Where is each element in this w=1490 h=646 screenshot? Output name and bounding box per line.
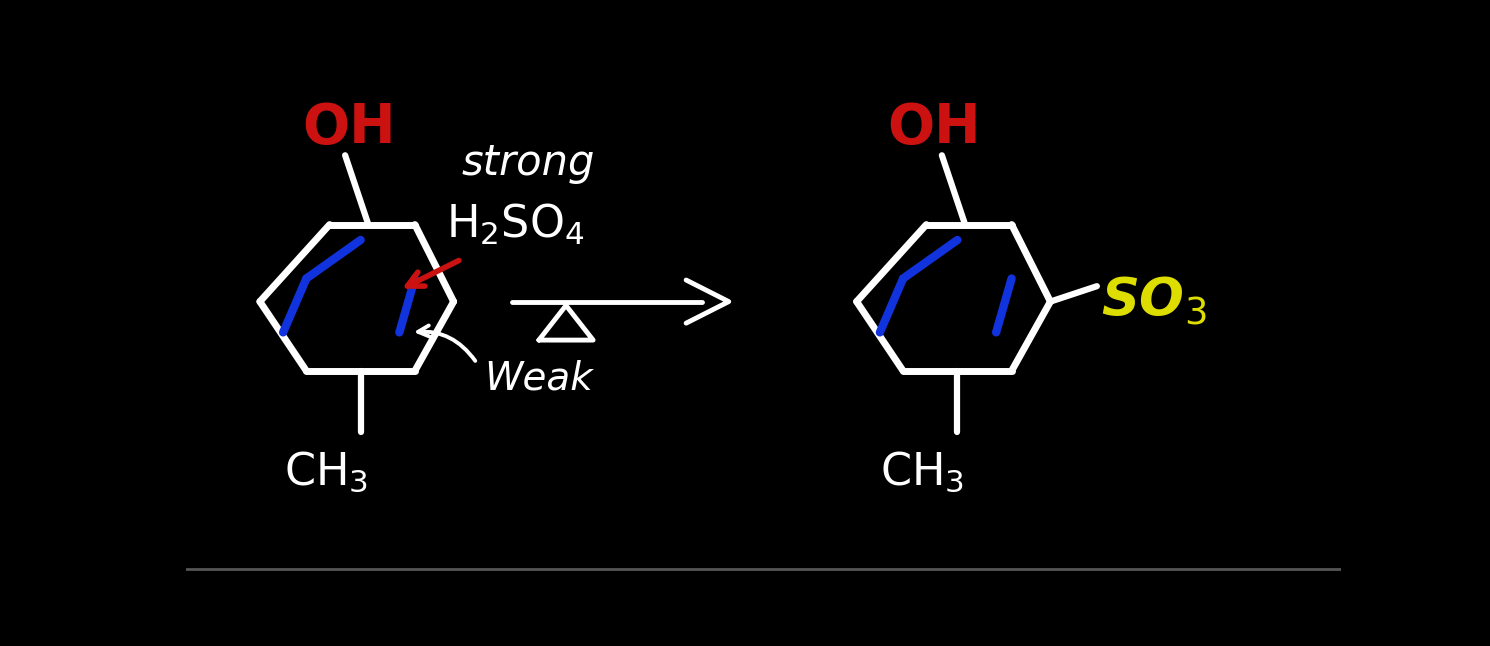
Text: OH: OH xyxy=(302,101,396,155)
Text: strong: strong xyxy=(462,142,595,184)
Text: OH: OH xyxy=(888,101,982,155)
Text: CH$_3$: CH$_3$ xyxy=(881,450,964,494)
Text: CH$_3$: CH$_3$ xyxy=(283,450,368,494)
Text: H$_2$SO$_4$: H$_2$SO$_4$ xyxy=(446,202,584,247)
Text: Weak: Weak xyxy=(484,360,593,397)
Text: SO$_3$: SO$_3$ xyxy=(1101,275,1207,328)
